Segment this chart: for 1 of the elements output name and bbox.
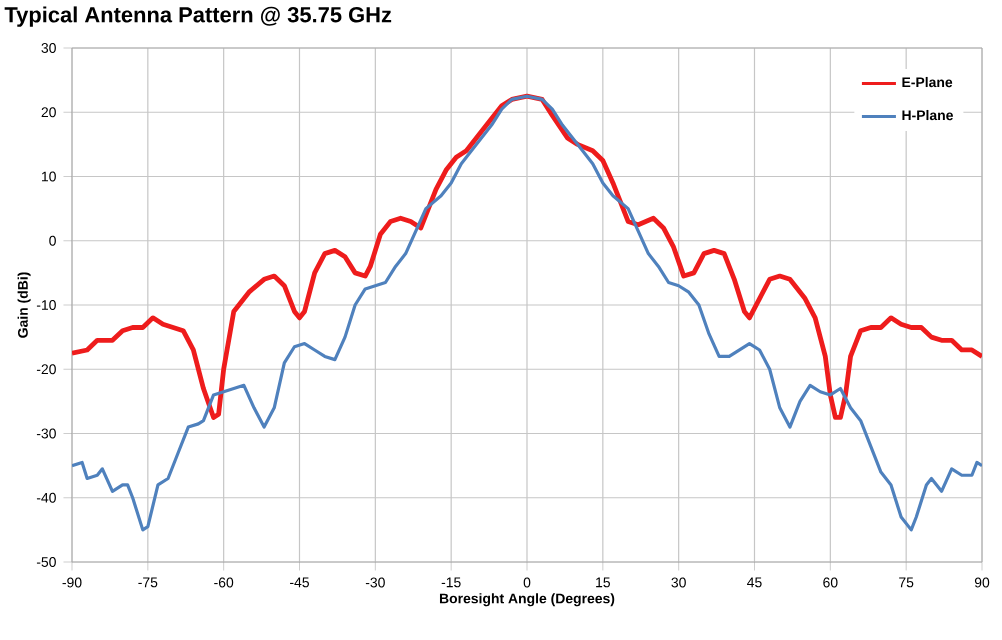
chart-title: Typical Antenna Pattern @ 35.75 GHz <box>4 6 392 27</box>
